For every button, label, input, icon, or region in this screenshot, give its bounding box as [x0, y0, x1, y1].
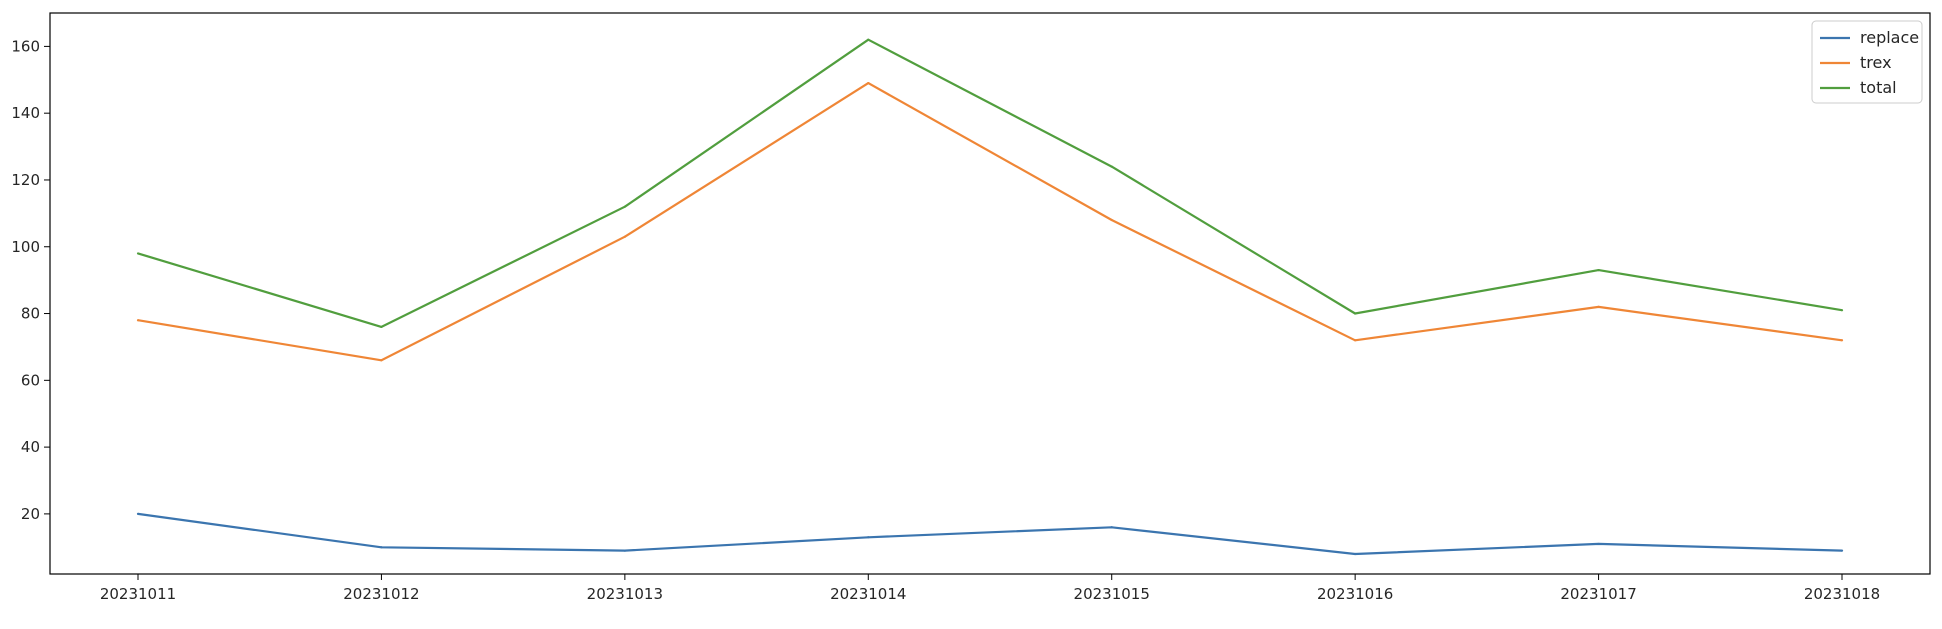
data-point-replace-6	[1597, 542, 1600, 546]
x-tick-label: 20231013	[587, 585, 663, 603]
data-point-total-2	[623, 205, 626, 208]
x-tick-label: 20231014	[830, 585, 906, 603]
y-tick-label: 80	[21, 305, 40, 323]
plot-frame	[49, 12, 1931, 575]
data-point-total-1	[380, 325, 383, 328]
data-point-replace-3	[867, 536, 870, 539]
data-point-trex-0	[136, 319, 140, 322]
x-tick-label: 20231015	[1074, 585, 1150, 603]
x-tick-label: 20231011	[100, 585, 176, 603]
y-tick-label: 40	[21, 438, 40, 456]
data-point-total-3	[867, 38, 870, 41]
x-tick-label: 20231012	[343, 585, 419, 603]
legend-label-trex: trex	[1860, 53, 1892, 72]
x-tick-label: 20231017	[1560, 585, 1636, 603]
data-point-replace-7	[1840, 549, 1844, 552]
data-point-total-0	[136, 252, 140, 255]
data-point-replace-0	[136, 512, 140, 515]
data-point-total-6	[1597, 269, 1600, 272]
series-line-trex	[137, 81, 1843, 362]
series-line-replace	[137, 512, 1843, 556]
y-tick-label: 120	[11, 171, 40, 189]
data-point-total-5	[1354, 312, 1357, 315]
data-point-trex-1	[380, 359, 383, 362]
data-point-replace-1	[380, 546, 383, 549]
x-tick-label: 20231016	[1317, 585, 1393, 603]
legend-label-replace: replace	[1860, 28, 1919, 47]
series-layer	[136, 38, 1844, 556]
legend-label-total: total	[1860, 78, 1897, 97]
data-point-replace-5	[1354, 552, 1357, 556]
y-tick-label: 20	[21, 505, 40, 523]
y-tick-label: 160	[11, 37, 40, 55]
data-point-replace-2	[623, 549, 626, 552]
data-point-trex-6	[1597, 305, 1600, 308]
legend-box	[1811, 20, 1923, 104]
data-point-total-4	[1110, 165, 1113, 168]
x-tick-label: 20231018	[1804, 585, 1880, 603]
series-line-total	[137, 38, 1843, 328]
data-point-trex-2	[623, 235, 626, 238]
x-axis: 20231011 20231012 20231013 20231014 20231015…	[100, 574, 1880, 603]
data-point-trex-5	[1354, 339, 1357, 342]
data-point-replace-4	[1110, 526, 1113, 529]
data-point-trex-3	[867, 82, 870, 85]
data-point-trex-7	[1840, 339, 1844, 342]
y-tick-label: 60	[21, 371, 40, 389]
data-point-trex-4	[1110, 218, 1113, 222]
data-point-total-7	[1840, 309, 1844, 312]
y-tick-label: 140	[11, 104, 40, 122]
y-axis: 20 40 60 80 100 120 140 160	[11, 37, 50, 523]
y-tick-label: 100	[11, 238, 40, 256]
legend: replace trex total	[1811, 20, 1923, 104]
